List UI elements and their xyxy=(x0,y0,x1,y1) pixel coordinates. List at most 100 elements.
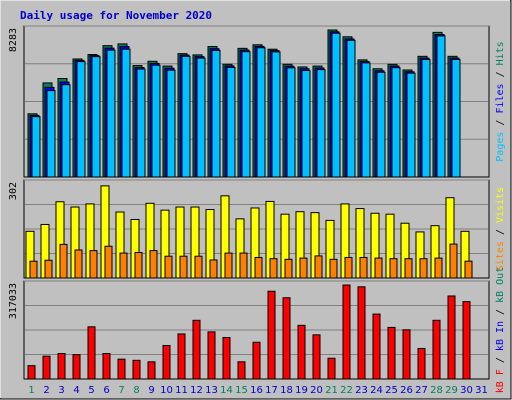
legend-entry: kB Out xyxy=(495,267,506,303)
legend-entry: / xyxy=(495,65,506,83)
series-legend: kB F / kB In / kB Out xyxy=(495,267,506,393)
pages-bar xyxy=(91,56,101,178)
sites-bar xyxy=(209,259,218,279)
max-label: 8283 xyxy=(8,28,19,52)
day-label: 20 xyxy=(310,385,323,396)
panel-visits-sites xyxy=(23,179,490,279)
legend-entry: Hits xyxy=(495,41,506,65)
chart-panels: 8283 30 2 317033 Pages / Files / Hits Sites /… xyxy=(8,25,506,393)
sites-bar xyxy=(374,257,383,279)
day-label: 21 xyxy=(325,385,338,396)
sites-bar xyxy=(239,252,248,279)
sites-bar xyxy=(329,258,338,279)
day-label: 14 xyxy=(220,385,233,396)
pages-bar xyxy=(31,116,41,178)
legend-entry: Visits xyxy=(495,187,506,223)
kbf-bar xyxy=(207,331,216,380)
sites-bar xyxy=(314,255,323,279)
kbf-bar xyxy=(117,358,126,380)
day-label: 30 xyxy=(460,385,473,396)
day-label: 28 xyxy=(430,385,443,396)
pages-bar xyxy=(136,68,146,178)
kbf-bar xyxy=(237,361,246,380)
sites-bar xyxy=(299,257,308,279)
sites-bar xyxy=(449,243,458,279)
day-label: 29 xyxy=(445,385,458,396)
sites-bar xyxy=(149,250,158,279)
sites-bar xyxy=(119,252,128,279)
pages-bar xyxy=(121,48,131,178)
day-label: 8 xyxy=(133,385,139,396)
day-label: 11 xyxy=(175,385,188,396)
kbf-bar xyxy=(72,354,81,380)
day-label: 31 xyxy=(475,385,488,396)
kbf-bar xyxy=(252,341,261,380)
sites-bar xyxy=(464,260,473,279)
day-label: 24 xyxy=(370,385,383,396)
day-label: 26 xyxy=(400,385,413,396)
kbf-bar xyxy=(327,357,336,380)
day-label: 4 xyxy=(73,385,79,396)
pages-bar xyxy=(376,71,386,178)
pages-bar xyxy=(391,67,401,178)
legend-entry: / xyxy=(495,303,506,321)
pages-bar xyxy=(106,49,116,178)
kbf-bar xyxy=(372,313,381,380)
series-legend: Sites / Visits xyxy=(495,187,506,271)
kbf-bar xyxy=(342,284,351,380)
sites-bar xyxy=(89,250,98,279)
day-label: 1 xyxy=(28,385,34,396)
max-label: 317033 xyxy=(8,283,19,319)
kbf-bar xyxy=(177,333,186,380)
kbf-bar xyxy=(267,290,276,380)
panel-hits-files-pages xyxy=(23,25,490,178)
sites-bar xyxy=(389,258,398,279)
pages-bar xyxy=(331,32,341,178)
day-label: 16 xyxy=(250,385,263,396)
pages-bar xyxy=(76,61,86,178)
day-label: 18 xyxy=(280,385,293,396)
day-label: 12 xyxy=(190,385,203,396)
pages-bar xyxy=(436,35,446,178)
day-label: 17 xyxy=(265,385,278,396)
kbf-bar xyxy=(192,319,201,380)
sites-bar xyxy=(44,259,53,279)
pages-bar xyxy=(316,69,326,178)
kbf-bar xyxy=(402,329,411,380)
legend-entry: / xyxy=(495,114,506,132)
kbf-bar xyxy=(42,355,51,380)
pages-bar xyxy=(256,47,266,178)
pages-bar xyxy=(181,55,191,178)
day-label: 10 xyxy=(160,385,173,396)
day-labels: 1 2 3 4 5 6 7 8 9 10 11 12 13 14 15 16 17 18 19 20 21 22 23 24 2… xyxy=(28,385,488,396)
panel-kbytes xyxy=(23,280,490,380)
legend-entry: Pages xyxy=(495,132,506,162)
sites-bar xyxy=(134,251,143,279)
sites-bar xyxy=(269,258,278,279)
chart-title: Daily usage for November 2020 xyxy=(20,9,212,22)
day-label: 23 xyxy=(355,385,368,396)
series-legend: Pages / Files / Hits xyxy=(495,41,506,161)
legend-entry: / xyxy=(495,351,506,369)
sites-bar xyxy=(179,255,188,279)
sites-bar xyxy=(254,256,263,279)
legend-entry: Sites xyxy=(495,241,506,271)
day-label: 19 xyxy=(295,385,308,396)
pages-bar xyxy=(406,72,416,178)
legend-entry: Files xyxy=(495,83,506,113)
kbf-bar xyxy=(57,353,66,380)
kbf-bar xyxy=(222,336,231,380)
kbf-bar xyxy=(387,326,396,380)
day-label: 13 xyxy=(205,385,218,396)
kbf-bar xyxy=(162,344,171,380)
sites-bar xyxy=(104,245,113,279)
sites-bar xyxy=(224,252,233,279)
sites-bar xyxy=(59,243,68,279)
pages-bar xyxy=(421,59,431,178)
sites-bar xyxy=(74,249,83,279)
kbf-bar xyxy=(282,297,291,380)
day-label: 2 xyxy=(43,385,49,396)
legend-entry: kB F xyxy=(495,369,506,393)
day-label: 15 xyxy=(235,385,248,396)
